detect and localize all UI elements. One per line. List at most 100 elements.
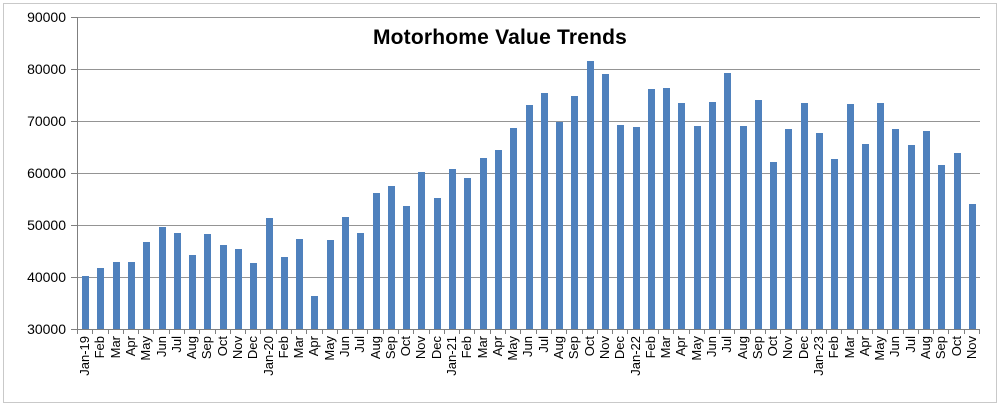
x-axis-label: Aug [917, 336, 933, 360]
x-axis-label: Apr [489, 336, 505, 357]
bar [540, 92, 548, 329]
bar [265, 217, 273, 329]
x-axis-label: Feb [826, 336, 842, 359]
x-axis-label-slot: Jun [520, 336, 535, 398]
y-axis-label: 30000 [27, 321, 66, 337]
chart-title: Motorhome Value Trends [372, 26, 628, 49]
bar [173, 232, 181, 329]
x-axis-label: Jun [887, 336, 903, 357]
x-axis-label: Nov [963, 336, 979, 360]
x-axis-label-slot: Jul [719, 336, 734, 398]
x-axis-label: Mar [841, 336, 857, 359]
x-axis-label: Jan-21 [444, 336, 460, 376]
x-axis-tick [780, 330, 782, 334]
x-axis-label: Sep [749, 336, 765, 360]
x-axis-tick [612, 330, 614, 334]
y-axis-tick [71, 69, 77, 70]
x-axis-label: Dec [428, 336, 444, 360]
x-axis-label-slot: Dec [796, 336, 811, 398]
x-axis-label: Feb [642, 336, 658, 359]
bar [357, 233, 365, 329]
x-axis-label: Jun [337, 336, 353, 357]
y-axis-label: 40000 [27, 269, 66, 285]
bar [112, 262, 120, 329]
x-axis-tick [657, 330, 659, 334]
x-axis-tick [122, 330, 124, 334]
x-axis-label: Sep [933, 336, 949, 360]
x-axis-label-slot: Dec [612, 336, 627, 398]
x-axis-label: Feb [92, 336, 108, 359]
bar [647, 88, 655, 329]
bar [387, 186, 395, 329]
x-axis-label-slot: Nov [413, 336, 428, 398]
bar [250, 263, 258, 329]
gridline [78, 17, 980, 18]
bar [510, 128, 518, 329]
x-axis-label: Aug [551, 336, 567, 360]
x-axis-label: Mar [107, 336, 123, 359]
bar [525, 104, 533, 329]
bar [189, 255, 197, 329]
plot-area [77, 17, 980, 330]
x-axis-tick [703, 330, 705, 334]
x-axis-tick [917, 330, 919, 334]
x-axis-label-slot: Jun [704, 336, 719, 398]
x-axis-label-slot: Oct [948, 336, 964, 398]
x-axis-label: Jun [153, 336, 169, 357]
bar [464, 177, 472, 329]
bar [280, 256, 288, 329]
x-axis-label-slot: Nov [964, 336, 979, 398]
x-axis-tick [505, 330, 507, 334]
x-axis-label-slot: Aug [551, 336, 566, 398]
x-axis-label-slot: Jan-19 [77, 336, 92, 398]
bar [861, 144, 869, 329]
x-axis-label-slot: Jun [337, 336, 352, 398]
x-axis-label: Jul [352, 336, 368, 353]
bar [128, 262, 135, 329]
x-axis-label-slot: May [689, 336, 704, 398]
x-axis-tick [199, 330, 201, 334]
bar [922, 130, 930, 329]
x-axis-label: May [872, 336, 888, 361]
x-axis-label: Jan-22 [627, 336, 643, 376]
x-axis-label: Nov [230, 336, 246, 360]
x-axis-label-slot: Apr [490, 336, 505, 398]
x-axis-label-slot: May [872, 336, 887, 398]
bar [632, 127, 640, 329]
x-axis-label: Oct [765, 336, 781, 357]
bar [479, 157, 487, 329]
x-axis-tick [826, 330, 828, 334]
x-axis-tick [367, 330, 369, 334]
x-axis-label: Jun [520, 336, 536, 357]
bar [418, 172, 426, 329]
x-axis-tick [902, 330, 904, 334]
x-axis-tick [749, 330, 751, 334]
x-axis-label-slot: May [505, 336, 520, 398]
x-axis-label-slot: Apr [123, 336, 138, 398]
x-axis-label-slot: Nov [230, 336, 245, 398]
x-axis-label-slot: Jul [352, 336, 367, 398]
x-axis-label: Dec [795, 336, 811, 360]
bar [663, 88, 671, 329]
bar [831, 158, 839, 329]
bar [449, 169, 457, 329]
x-axis-label-slot: Mar [658, 336, 673, 398]
x-axis-tick [138, 330, 140, 334]
x-axis-tick [550, 330, 552, 334]
x-axis-label: Feb [275, 336, 291, 359]
x-axis-tick [535, 330, 537, 334]
x-axis-label: Oct [581, 336, 597, 357]
x-axis-tick [719, 330, 721, 334]
x-axis-label: Feb [459, 336, 475, 359]
bar [143, 242, 151, 329]
y-axis-label: 70000 [27, 113, 66, 129]
x-axis-label-slot: Aug [734, 336, 750, 398]
bar [571, 96, 579, 329]
bar [693, 126, 701, 329]
x-axis-tick [856, 330, 858, 334]
x-axis-tick [871, 330, 873, 334]
x-axis-label-slot: Mar [291, 336, 306, 398]
bar [708, 102, 716, 329]
x-axis-tick [887, 330, 889, 334]
x-axis-label-slot: Feb [643, 336, 658, 398]
